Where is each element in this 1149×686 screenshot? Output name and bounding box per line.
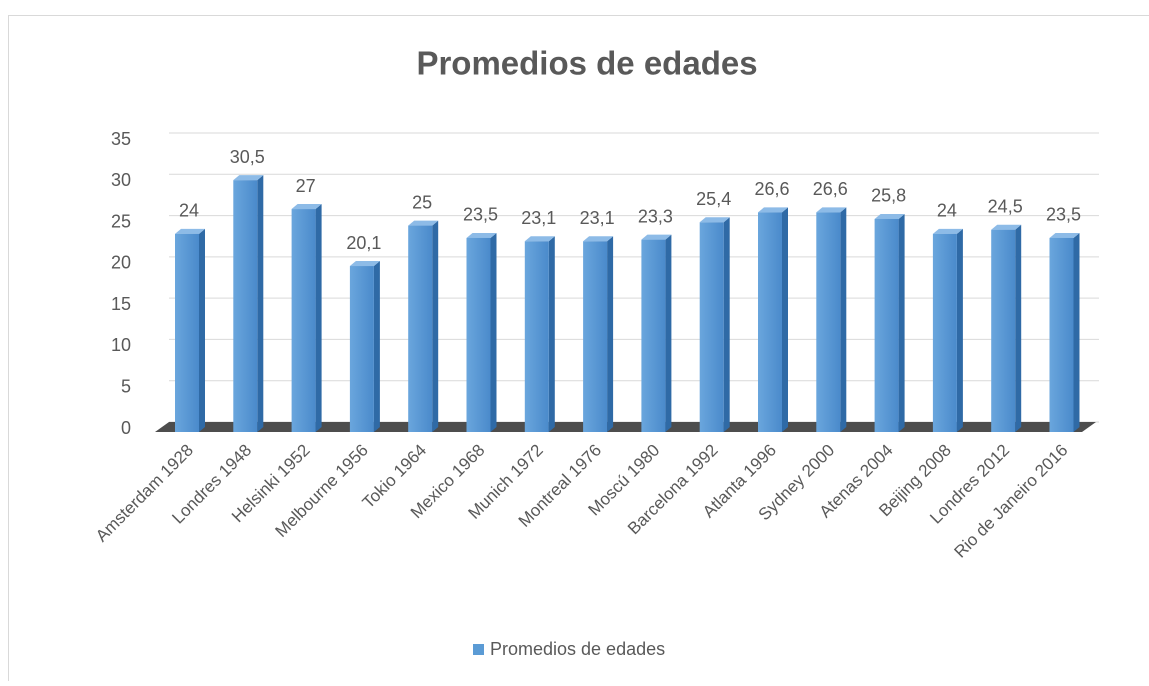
data-label: 20,1	[346, 233, 381, 253]
bar	[467, 238, 491, 432]
y-tick-label: 35	[111, 129, 131, 149]
bar	[175, 234, 199, 432]
bar	[583, 241, 607, 432]
chart-title: Promedios de edades	[416, 45, 757, 82]
data-label: 27	[296, 176, 316, 196]
data-label: 25	[412, 192, 432, 212]
data-label: 26,6	[813, 179, 848, 199]
bar	[292, 209, 316, 432]
y-tick-label: 15	[111, 294, 131, 314]
y-tick-label: 0	[121, 418, 131, 438]
data-label: 24	[179, 201, 199, 221]
data-label: 26,6	[754, 179, 789, 199]
data-label: 30,5	[230, 147, 265, 167]
bar-side	[899, 214, 905, 432]
bar-side	[665, 235, 671, 432]
bar	[641, 240, 665, 432]
bar	[408, 226, 432, 432]
data-label: 23,5	[463, 205, 498, 225]
bar-side	[316, 204, 322, 432]
data-label: 24,5	[988, 196, 1023, 216]
data-label: 23,3	[638, 206, 673, 226]
data-label: 25,8	[871, 186, 906, 206]
bar	[700, 222, 724, 432]
bar	[525, 241, 549, 432]
bar-side	[957, 229, 963, 432]
x-tick-label: Rio de Janeiro 2016	[950, 441, 1071, 562]
bar	[991, 230, 1015, 432]
y-tick-label: 30	[111, 170, 131, 190]
data-label: 23,1	[580, 208, 615, 228]
bar	[758, 212, 782, 432]
bar-side	[491, 233, 497, 432]
x-tick-label: Amsterdam 1928	[92, 441, 197, 546]
data-label: 24	[937, 201, 957, 221]
bar-side	[257, 175, 263, 432]
bar-side	[1015, 225, 1021, 432]
bar	[875, 219, 899, 432]
legend-swatch	[473, 644, 484, 655]
bar-side	[724, 217, 730, 432]
bar	[933, 234, 957, 432]
data-label: 23,5	[1046, 205, 1081, 225]
bar-side	[432, 221, 438, 432]
bar-side	[199, 229, 205, 432]
y-tick-label: 10	[111, 335, 131, 355]
bar	[816, 212, 840, 432]
bar	[233, 180, 257, 432]
y-tick-label: 20	[111, 253, 131, 273]
bar-side	[607, 236, 613, 432]
legend: Promedios de edades	[473, 639, 665, 659]
bar-side	[549, 236, 555, 432]
y-tick-label: 25	[111, 211, 131, 231]
data-label: 23,1	[521, 208, 556, 228]
bar-side	[1074, 233, 1080, 432]
data-label: 25,4	[696, 189, 731, 209]
bar-side	[782, 207, 788, 432]
bar-side	[374, 261, 380, 432]
legend-label: Promedios de edades	[490, 639, 665, 659]
y-tick-label: 5	[121, 376, 131, 396]
bar	[350, 266, 374, 432]
bar	[1050, 238, 1074, 432]
bar-side	[840, 207, 846, 432]
